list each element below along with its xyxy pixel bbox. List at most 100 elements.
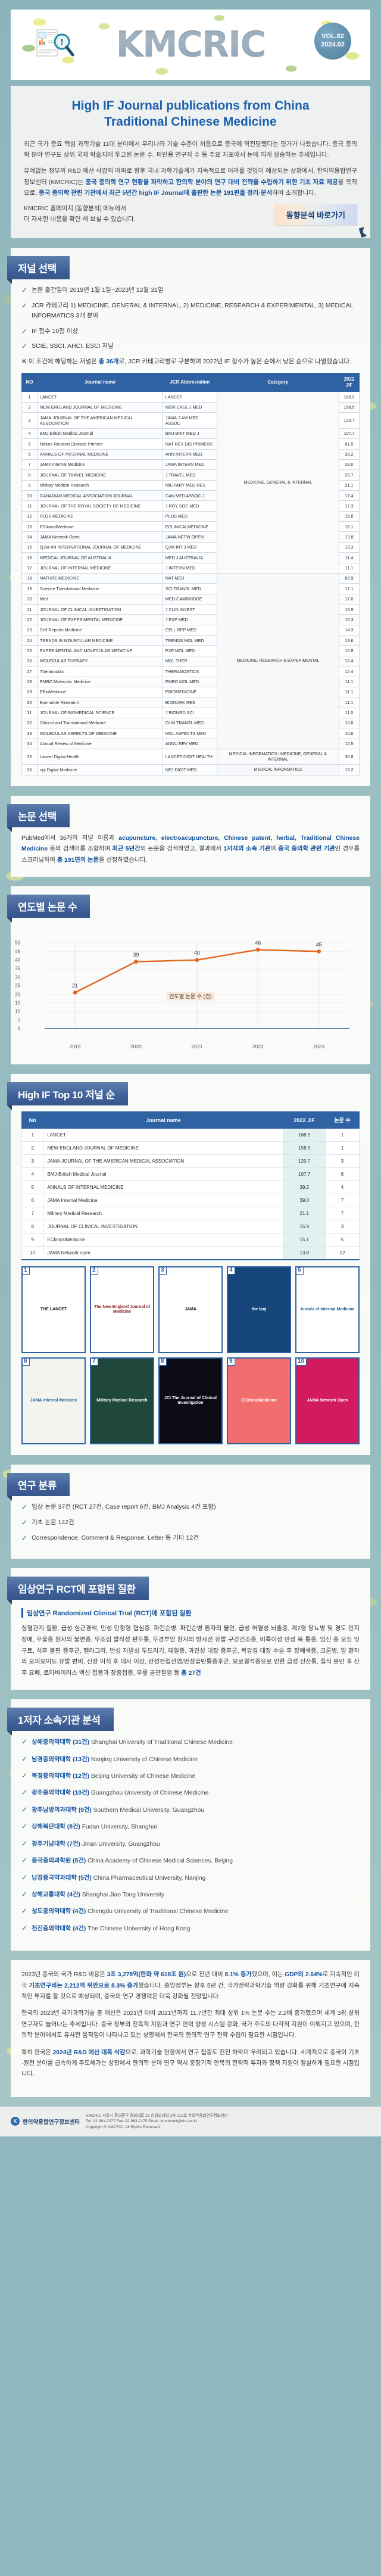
journal-abbr: CELL REP MED <box>162 624 217 636</box>
data-point-label: 46 <box>255 939 261 946</box>
journal-cover[interactable]: 9 EClinicalMedicine <box>227 1357 291 1445</box>
table-row: 10 JAMA Network open 13.8 12 <box>21 1246 360 1261</box>
x-axis-tick: 2020 <box>130 1044 142 1050</box>
cl1c: 으로 전년 대비 <box>186 1971 225 1979</box>
top10-journal-name: EClinicalMedicine <box>43 1233 284 1247</box>
paper-selection-heading: 논문 선택 <box>7 803 70 832</box>
journal-cover[interactable]: 7 Military Medical Research <box>90 1357 154 1445</box>
journal-name: npj Digital Medicine <box>37 764 163 775</box>
journal-cover[interactable]: 5 Annals of Internal Medicine <box>295 1266 360 1354</box>
journal-table-body: 1 LANCET LANCET MEDICINE, GENERAL & INTERNA… <box>21 391 360 775</box>
journal-jif: 11.0 <box>339 707 360 718</box>
research-class-item: ✓ 임상 논문 37건 (RCT 27건, Case report 6건, BMJ… <box>21 1502 360 1512</box>
journal-cover[interactable]: 10 JAMA Network Open <box>295 1357 360 1445</box>
journal-name: Nature Reviews Disease Primers <box>37 438 163 450</box>
journal-no: 12 <box>21 510 38 522</box>
journal-jif: 15.2 <box>339 764 360 775</box>
yearly-chart-container: 연도별 논문 수 (건) 0 5 10 15 20 25 30 35 40 45 50 2019 202… <box>11 924 370 1054</box>
journal-category: MEDICINE, RESEARCH & EXPERIMENTAL <box>216 572 340 750</box>
journal-criteria-label: SCIE, SSCI, AHCI, ESCI 저널 <box>32 342 114 350</box>
journal-name: QJM-AN INTERNATIONAL JOURNAL OF MEDICINE <box>37 541 163 553</box>
journal-no: 3 <box>21 412 38 429</box>
journal-jif: 15.1 <box>339 521 360 532</box>
institutions-heading: 1저자 소속기관 분석 <box>7 1708 114 1736</box>
top10-no: 1 <box>21 1128 44 1142</box>
journal-no: 5 <box>21 438 38 450</box>
journal-cover[interactable]: 6 JAMA Internal Medicine <box>21 1357 86 1445</box>
journal-no: 33 <box>21 728 38 739</box>
cl-budget: 3조 3,278억(한화 약 618조 원) <box>107 1971 186 1979</box>
journal-no: 10 <box>21 490 38 502</box>
journal-cover[interactable]: 2 The New England Journal of Medicine <box>90 1266 154 1354</box>
top10-jif: 158.5 <box>283 1141 326 1155</box>
section-rct-diseases: 임상연구 RCT에 포함된 질환 임상연구 Randomized Clinica… <box>7 1568 370 1690</box>
cover-number: 3 <box>160 1267 167 1275</box>
journal-jif: 11.1 <box>339 562 360 574</box>
note-count: 총 36개 <box>98 358 119 366</box>
institution-name-en: Jinan University, Guangzhou <box>82 1840 160 1848</box>
top10-jif: 21.1 <box>283 1207 326 1221</box>
journal-abbr: BIOMARK RES <box>162 697 217 708</box>
journal-abbr: CAN MED ASSOC J <box>162 490 217 502</box>
journal-no: 21 <box>21 603 38 615</box>
journal-cover[interactable]: 4 the bmj <box>227 1266 291 1354</box>
list-item: ✓ 상해복단대학 (8건) Fudan University, Shanghai <box>21 1821 360 1831</box>
journal-jif: 30.8 <box>339 749 360 765</box>
cover-title: the bmj <box>251 1307 267 1312</box>
institution-name-en: Beijing University of Chinese Medicine <box>90 1773 196 1780</box>
journal-name: Military Medical Research <box>37 479 163 491</box>
check-icon: ✓ <box>21 1873 28 1882</box>
cover-title: THE LANCET <box>40 1307 67 1312</box>
top10-journal-name: LANCET <box>43 1128 284 1142</box>
journal-jif: 11.1 <box>339 697 360 708</box>
journal-cover[interactable]: 1 THE LANCET <box>21 1266 86 1354</box>
top10-paper-count: 3 <box>324 1154 360 1169</box>
journal-name: Theranostics <box>37 666 163 677</box>
ps-t7: 이 <box>270 846 279 853</box>
intro-p2-b: 중국 중의학 연구 현황을 파악하고 한의학 분야의 연구 대비 전략을 수립하… <box>85 178 338 186</box>
journal-no: 16 <box>21 552 38 563</box>
section-yearly-chart: 연도별 논문 수 연도별 논문 수 (건) 0 5 10 15 20 25 30 35 40 45… <box>7 886 370 1065</box>
footer-tel: Tel. 02-961-0277 Fax. 02-963-2175 Email.… <box>86 2119 198 2124</box>
journal-abbr: J INTERN MED <box>162 562 217 574</box>
journal-name: NEW ENGLAND JOURNAL OF MEDICINE <box>37 401 163 413</box>
journal-no: 24 <box>21 635 38 646</box>
yearly-chart-heading: 연도별 논문 수 <box>7 895 90 923</box>
documents-magnifier-icon: ! <box>36 29 74 57</box>
journal-no: 2 <box>21 401 38 413</box>
journal-jif: 21.1 <box>339 479 360 491</box>
journal-jif: 12.8 <box>339 645 360 656</box>
journal-abbr: J EXP MED <box>162 614 217 625</box>
top10-paper-count: 12 <box>324 1246 360 1261</box>
check-icon: ✓ <box>21 1533 28 1542</box>
trend-analysis-link-button[interactable]: 동향분석 바로가기 <box>274 204 367 238</box>
page-header: ! KMCRIC VOL.82 2024.02 <box>0 0 381 86</box>
footer-contact: KMCRIC 서울시 동대문구 경희대로 23 한의과대학 2층 210호 한의… <box>86 2113 228 2130</box>
journal-jif: 11.1 <box>339 676 360 687</box>
journal-name: Med <box>37 593 163 605</box>
journal-abbr: LANCET DIGIT HEALTH <box>162 749 217 765</box>
check-icon: ✓ <box>21 1788 28 1797</box>
data-point-label: 21 <box>72 982 79 989</box>
y-axis-tick: 10 <box>15 1008 20 1014</box>
journal-name: Clinical and Translational Medicine <box>37 717 163 729</box>
cta-desc-line1: KMCRIC 홈페이지 [동향분석] 메뉴에서 <box>24 205 126 213</box>
list-item: ✓ 성도중의약대학 (4건) Chengdu University of Trad… <box>21 1906 360 1916</box>
journal-cover[interactable]: 8 JCI The Journal of Clinical Investigati… <box>158 1357 223 1445</box>
check-icon: ✓ <box>21 326 28 335</box>
cover-title: JAMA Internal Medicine <box>30 1398 77 1403</box>
journal-no: 28 <box>21 676 38 687</box>
x-axis-tick: 2019 <box>69 1044 81 1050</box>
check-icon: ✓ <box>21 286 28 295</box>
data-point-label: 45 <box>316 941 322 948</box>
top10-col-header: 논문 수 <box>324 1111 360 1129</box>
journal-jif: 120.7 <box>339 412 360 429</box>
check-icon: ✓ <box>21 1839 28 1848</box>
cover-number: 8 <box>160 1359 167 1366</box>
journal-no: 27 <box>21 666 38 677</box>
journal-no: 23 <box>21 624 38 636</box>
journal-cover[interactable]: 3 JAMA <box>158 1266 223 1354</box>
journal-no: 4 <box>21 428 38 440</box>
ps-t3: 등의 검색어를 조합하여 <box>48 846 113 853</box>
journal-no: 14 <box>21 531 38 543</box>
